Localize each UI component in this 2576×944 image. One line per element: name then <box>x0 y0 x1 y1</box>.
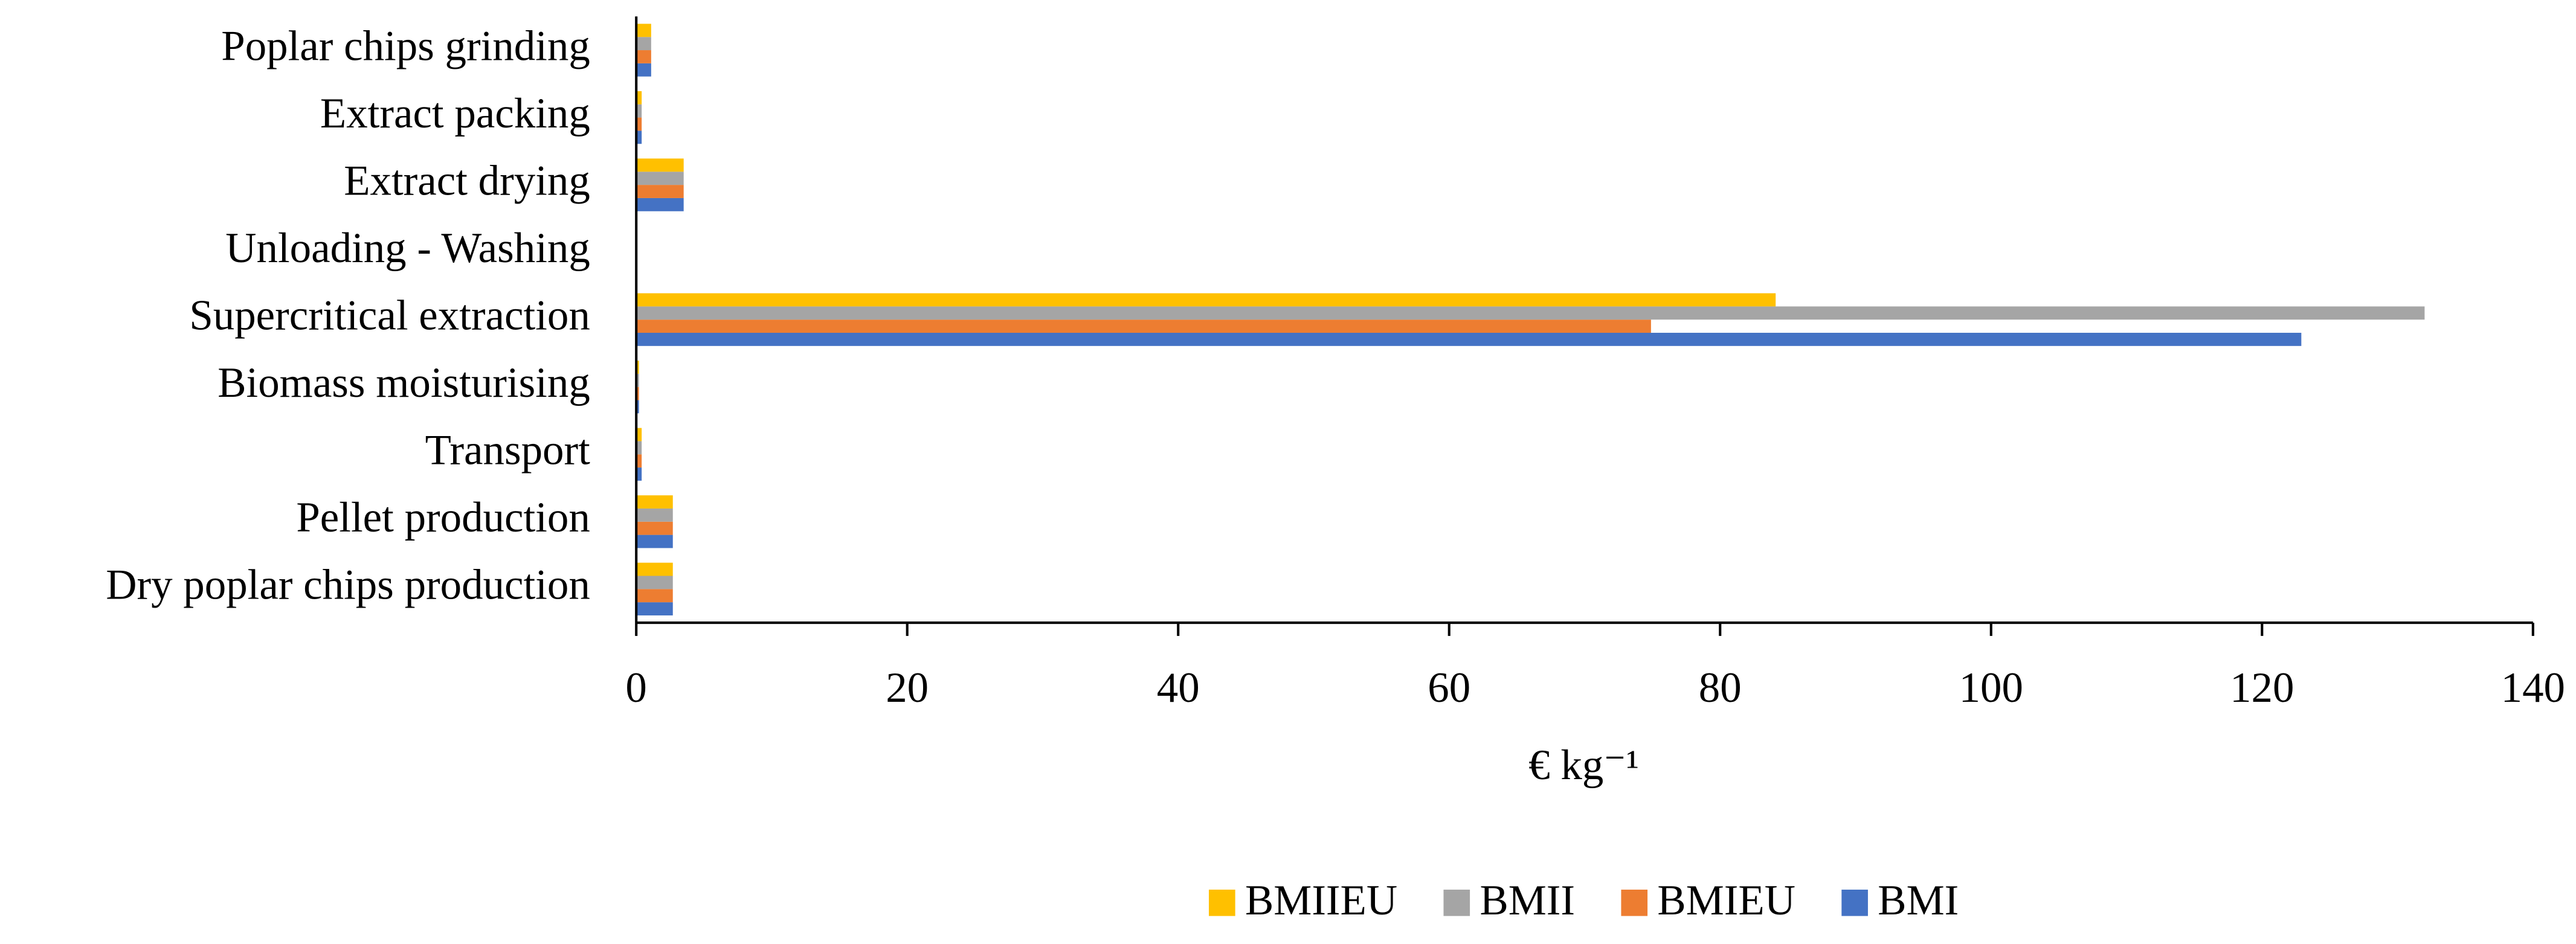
x-tick-label: 0 <box>625 664 646 711</box>
legend-label: BMII <box>1480 877 1575 924</box>
x-axis-title: € kg⁻¹ <box>1528 742 1639 789</box>
y-tick-label: Transport <box>425 427 590 474</box>
bar <box>636 24 651 37</box>
x-tick-label: 140 <box>2501 664 2565 711</box>
legend-swatch <box>1841 889 1868 916</box>
bar <box>636 197 684 211</box>
bar <box>636 495 673 509</box>
bar <box>636 63 651 77</box>
x-tick-label: 100 <box>1959 664 2023 711</box>
x-tick-label: 60 <box>1428 664 1470 711</box>
y-tick-label: Dry poplar chips production <box>106 562 590 609</box>
legend-swatch <box>1208 889 1235 916</box>
bar <box>636 319 1651 333</box>
x-tick-label: 80 <box>1699 664 1742 711</box>
bar <box>636 185 684 198</box>
bar <box>636 37 651 51</box>
bar <box>636 467 642 481</box>
bar <box>636 117 642 131</box>
y-tick-label: Extract packing <box>320 90 590 137</box>
x-tick-label: 40 <box>1157 664 1200 711</box>
bar <box>636 602 673 615</box>
legend-swatch <box>1621 889 1648 916</box>
bar <box>636 91 642 104</box>
legend-label: BMI <box>1878 877 1959 924</box>
legend-label: BMIEU <box>1657 877 1795 924</box>
y-tick-label: Poplar chips grinding <box>221 22 590 69</box>
bar <box>636 373 639 387</box>
bar <box>636 50 651 63</box>
bar <box>636 428 642 441</box>
bar <box>636 454 642 468</box>
bar <box>636 306 2425 320</box>
bar <box>636 508 673 522</box>
bar <box>636 130 642 144</box>
legend-label: BMIIEU <box>1245 877 1397 924</box>
bar <box>636 562 673 576</box>
bar <box>636 387 639 400</box>
y-tick-label: Pellet production <box>296 494 590 541</box>
legend-swatch <box>1443 889 1470 916</box>
x-tick-label: 120 <box>2230 664 2294 711</box>
y-tick-label: Extract drying <box>344 157 590 204</box>
x-tick-label: 20 <box>886 664 929 711</box>
y-tick-label: Unloading - Washing <box>225 225 590 272</box>
bar <box>636 172 684 185</box>
bar <box>636 535 673 548</box>
bar <box>636 441 642 455</box>
bar <box>636 158 684 172</box>
y-tick-label: Biomass moisturising <box>217 359 590 406</box>
bar <box>636 104 642 118</box>
bar <box>636 576 673 589</box>
bar <box>636 589 673 603</box>
bar <box>636 333 2302 346</box>
bar <box>636 400 639 414</box>
bar <box>636 293 1776 307</box>
bar <box>636 521 673 535</box>
bar <box>636 361 639 374</box>
y-tick-label: Supercritical extraction <box>189 292 590 339</box>
